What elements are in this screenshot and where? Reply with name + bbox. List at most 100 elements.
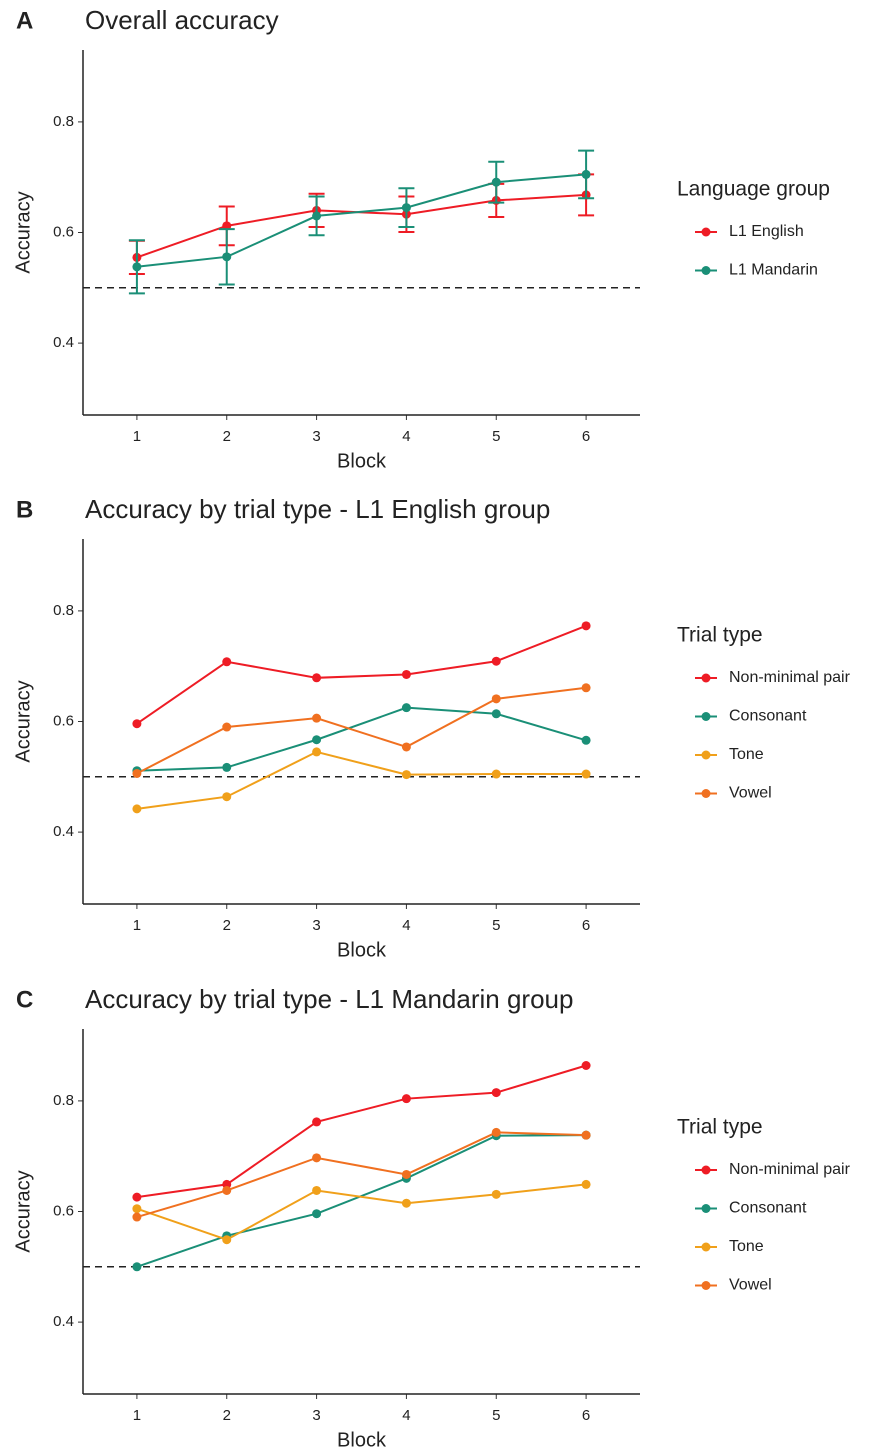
legend-label: Tone	[729, 1238, 764, 1255]
data-point	[312, 211, 322, 221]
data-point	[222, 722, 232, 732]
data-point	[491, 694, 501, 704]
series-line	[136, 1134, 587, 1268]
panel-label: C	[16, 986, 33, 1013]
legend-label: Consonant	[729, 1200, 807, 1217]
data-point	[491, 709, 501, 719]
data-point	[132, 1204, 142, 1214]
data-point	[132, 719, 142, 729]
data-point	[581, 683, 591, 693]
data-point	[491, 656, 501, 666]
x-tick-label: 2	[223, 428, 231, 445]
x-tick-label: 2	[223, 1407, 231, 1424]
data-point	[312, 1117, 322, 1127]
legend-label: Consonant	[729, 708, 807, 725]
panel-label: A	[16, 7, 33, 34]
x-tick-label: 1	[133, 1407, 141, 1424]
y-tick-label: 0.6	[53, 712, 74, 729]
legend-title: Language group	[677, 178, 830, 201]
series-line	[136, 173, 587, 268]
y-tick-label: 0.6	[53, 223, 74, 240]
chart-title: Overall accuracy	[85, 5, 279, 35]
legend-title: Trial type	[677, 624, 763, 647]
data-point	[312, 1209, 322, 1219]
legend-label: Vowel	[729, 1277, 772, 1294]
data-point	[491, 769, 501, 779]
data-point	[401, 742, 411, 752]
y-tick-label: 0.6	[53, 1202, 74, 1219]
series-line	[136, 1131, 587, 1218]
data-point	[222, 252, 232, 262]
legend-label: Tone	[729, 746, 764, 763]
data-point	[401, 1169, 411, 1179]
data-point	[132, 804, 142, 814]
legend-dot	[701, 789, 711, 798]
data-point	[132, 1192, 142, 1202]
y-axis-label: Accuracy	[12, 680, 34, 762]
x-tick-label: 4	[402, 428, 410, 445]
x-axis-label: Block	[337, 1429, 387, 1450]
panel-label: B	[16, 496, 33, 523]
data-point	[312, 713, 322, 723]
x-tick-label: 3	[312, 917, 320, 934]
data-point	[132, 262, 142, 272]
legend-dot	[701, 1242, 711, 1252]
legend-dot	[701, 1281, 711, 1290]
chart-title: Accuracy by trial type - L1 Mandarin gro…	[85, 984, 573, 1014]
x-tick-label: 3	[312, 1407, 320, 1424]
x-tick-label: 6	[582, 917, 590, 934]
series-line	[136, 1064, 587, 1199]
legend-dot	[701, 673, 711, 683]
data-point	[312, 735, 322, 745]
series-line	[136, 1183, 587, 1241]
data-point	[581, 169, 591, 179]
data-point	[222, 792, 232, 802]
legend-label: Vowel	[729, 785, 772, 802]
x-tick-label: 6	[582, 1407, 590, 1424]
data-point	[581, 621, 591, 631]
data-point	[581, 1061, 591, 1070]
x-tick-label: 6	[582, 428, 590, 445]
legend-dot	[701, 712, 711, 721]
data-point	[312, 673, 322, 683]
y-tick-label: 0.4	[53, 823, 74, 840]
series-line	[136, 686, 587, 775]
data-point	[491, 1127, 501, 1137]
legend-title: Trial type	[677, 1116, 763, 1139]
y-axis-label: Accuracy	[12, 191, 34, 273]
x-tick-label: 5	[492, 428, 500, 445]
data-point	[312, 747, 322, 757]
series-line	[136, 193, 587, 259]
data-point	[222, 657, 232, 667]
data-point	[401, 1094, 411, 1104]
y-tick-label: 0.4	[53, 1313, 74, 1330]
data-point	[491, 1189, 501, 1199]
data-point	[581, 769, 591, 779]
legend-label: L1 Mandarin	[729, 262, 818, 279]
data-point	[222, 762, 232, 772]
x-tick-label: 1	[133, 917, 141, 934]
x-tick-label: 5	[492, 1407, 500, 1424]
data-point	[491, 177, 501, 187]
data-point	[491, 1088, 501, 1098]
y-tick-label: 0.8	[53, 602, 74, 619]
legend-label: L1 English	[729, 223, 804, 240]
x-axis-label: Block	[337, 939, 387, 961]
y-tick-label: 0.8	[53, 1092, 74, 1109]
legend-label: Non-minimal pair	[729, 669, 851, 686]
legend-dot	[701, 1204, 711, 1213]
series-line	[136, 624, 587, 725]
x-tick-label: 5	[492, 917, 500, 934]
data-point	[312, 1185, 322, 1195]
data-point	[401, 770, 411, 780]
legend-dot	[701, 266, 711, 275]
x-tick-label: 2	[223, 917, 231, 934]
data-point	[132, 768, 142, 778]
chart-title: Accuracy by trial type - L1 English grou…	[85, 494, 550, 524]
data-point	[401, 703, 411, 713]
data-point	[312, 1153, 322, 1163]
legend-dot	[701, 750, 711, 760]
x-axis-label: Block	[337, 450, 387, 472]
